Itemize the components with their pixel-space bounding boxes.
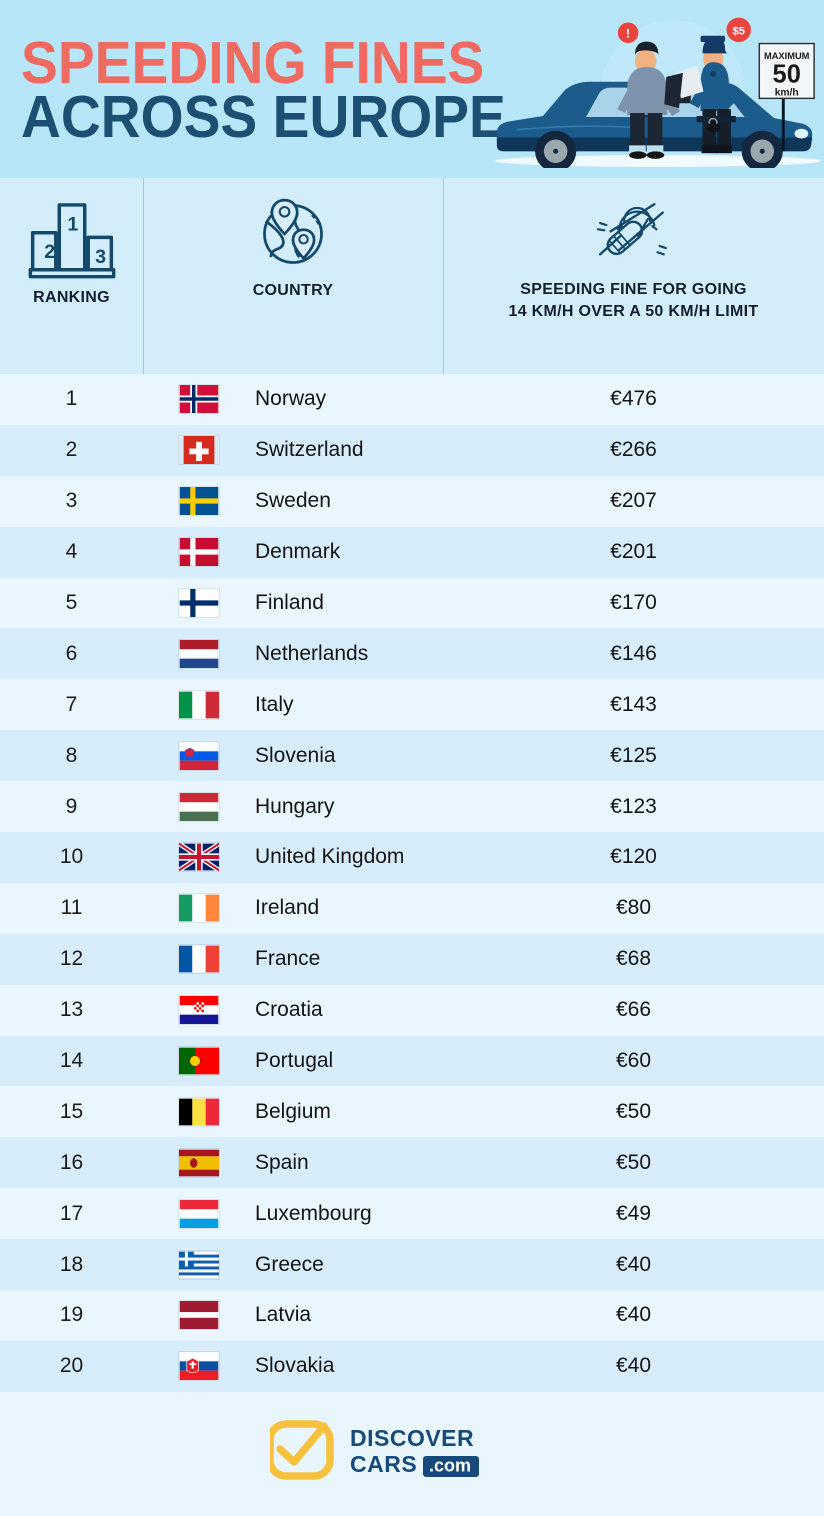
svg-text:DISCOVER: DISCOVER — [350, 1425, 474, 1451]
svg-text:2: 2 — [44, 241, 55, 263]
svg-text:3: 3 — [95, 246, 106, 268]
svg-text:MAXIMUM: MAXIMUM — [764, 51, 810, 61]
svg-text:$5: $5 — [732, 26, 745, 38]
svg-text:1: 1 — [67, 213, 78, 235]
svg-text:!: ! — [626, 27, 630, 41]
svg-text:50: 50 — [773, 61, 801, 89]
svg-text:CARS: CARS — [350, 1451, 417, 1477]
svg-text:km/h: km/h — [775, 87, 799, 98]
svg-text:.com: .com — [429, 1456, 471, 1476]
